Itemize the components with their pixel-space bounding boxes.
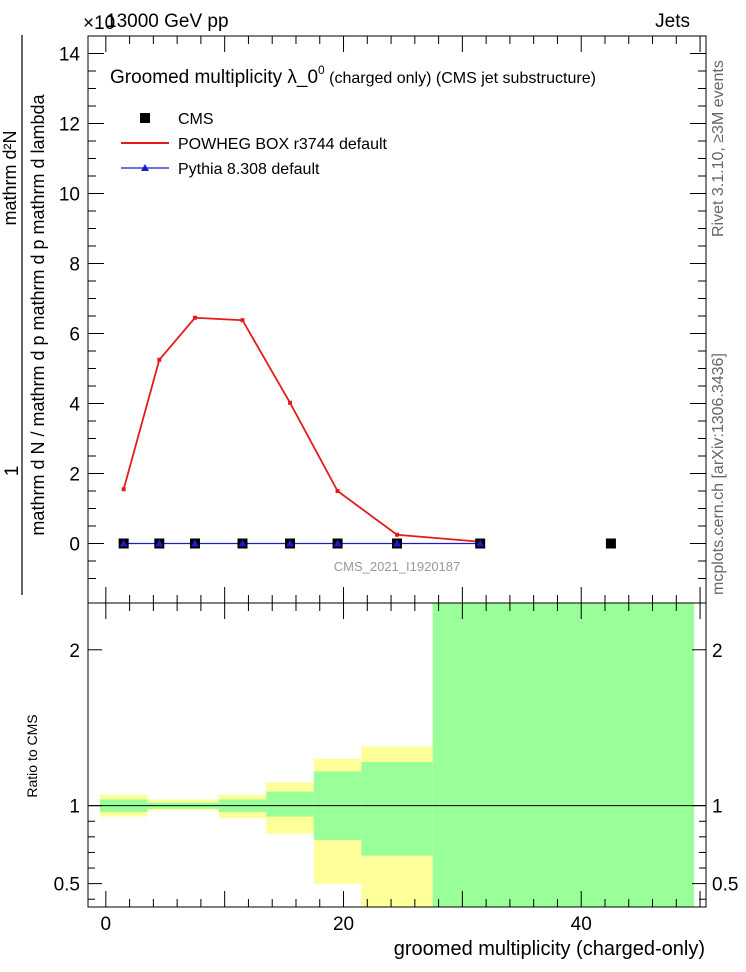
ratio-y-label: Ratio to CMS (24, 714, 40, 797)
y-tick-label: 8 (69, 255, 80, 276)
legend-marker-pythia (141, 164, 149, 171)
ratio-y-tick-label: 2 (69, 641, 80, 662)
y-tick-label: 6 (69, 325, 80, 346)
y-tick-label: 12 (59, 115, 80, 136)
ratio-y-tick-label: 1 (69, 797, 80, 818)
analysis-id: CMS_2021_I1920187 (334, 559, 461, 574)
mcplots-label: mcplots.cern.ch [arXiv:1306.3436] (710, 353, 727, 595)
powheg-point (395, 532, 399, 537)
pythia-point (286, 539, 295, 547)
pythia-point (333, 539, 342, 547)
pythia-point (190, 539, 199, 547)
main-axis-ticks: 0 2 4 6 8 10 12 14 (59, 36, 706, 603)
exponent-label: ×10 (83, 13, 115, 34)
y-label-middle: mathrm d N / mathrm d p mathrm d p mathr… (28, 93, 48, 535)
powheg-point (192, 315, 197, 320)
y-tick-label: 4 (69, 395, 80, 416)
main-plot-title: Groomed multiplicity λ_00 (charged only)… (110, 63, 596, 88)
ratio-band-inner (266, 791, 314, 817)
pythia-point (155, 539, 164, 547)
pythia-point (476, 539, 485, 547)
ratio-band-inner (361, 762, 433, 856)
y-tick-label: 0 (69, 535, 80, 556)
x-tick-label: 20 (333, 914, 354, 935)
x-tick-label: 0 (101, 914, 112, 935)
ratio-uncertainty-bands (88, 603, 706, 907)
title-superscript: 0 (318, 63, 325, 77)
legend-marker-cms (140, 113, 150, 123)
ratio-y-tick-label: 0.5 (712, 875, 738, 896)
ratio-plot-frame (87, 602, 707, 908)
x-tick-label: 40 (571, 914, 592, 935)
powheg-point (157, 357, 162, 362)
legend: CMS POWHEG BOX r3744 default Pythia 8.308 … (121, 111, 388, 178)
ratio-y-tick-label: 1 (712, 797, 723, 818)
y-label-top: mathrm d²N (0, 130, 20, 225)
y-tick-label: 2 (69, 465, 80, 486)
pythia-point (119, 539, 128, 547)
title-text: Groomed multiplicity λ_0 (110, 67, 318, 88)
x-axis-label: groomed multiplicity (charged-only) (394, 938, 705, 960)
pythia-point (238, 539, 247, 547)
y-tick-label: 14 (59, 45, 81, 66)
ratio-y-tick-label: 0.5 (54, 875, 80, 896)
main-series-group (118, 315, 616, 549)
powheg-point (288, 400, 293, 405)
y-label-numerator: 1 (2, 466, 23, 477)
legend-label: POWHEG BOX r3744 default (178, 136, 388, 153)
powheg-point (240, 318, 245, 323)
ratio-plot-panel: 0.5 0.51 12 20 20 40 Ratio to CMS (24, 602, 738, 935)
ratio-band-inner (432, 603, 695, 907)
powheg-point (335, 489, 340, 493)
energy-label: 13000 GeV pp (106, 11, 229, 32)
category-label: Jets (655, 11, 690, 32)
legend-label: CMS (178, 111, 214, 128)
ratio-axis-ticks: 0.5 0.51 12 20 20 40 (54, 603, 738, 935)
powheg-point (121, 487, 126, 492)
title-suffix: (charged only) (CMS jet substructure) (325, 70, 596, 87)
powheg-line (122, 316, 481, 543)
cms-point (605, 538, 616, 549)
legend-label: Pythia 8.308 default (178, 161, 320, 178)
pythia-point (393, 539, 401, 547)
ratio-y-tick-label: 2 (712, 641, 723, 662)
rivet-label: Rivet 3.1.10, ≥3M events (710, 60, 727, 237)
y-tick-label: 10 (59, 185, 80, 206)
